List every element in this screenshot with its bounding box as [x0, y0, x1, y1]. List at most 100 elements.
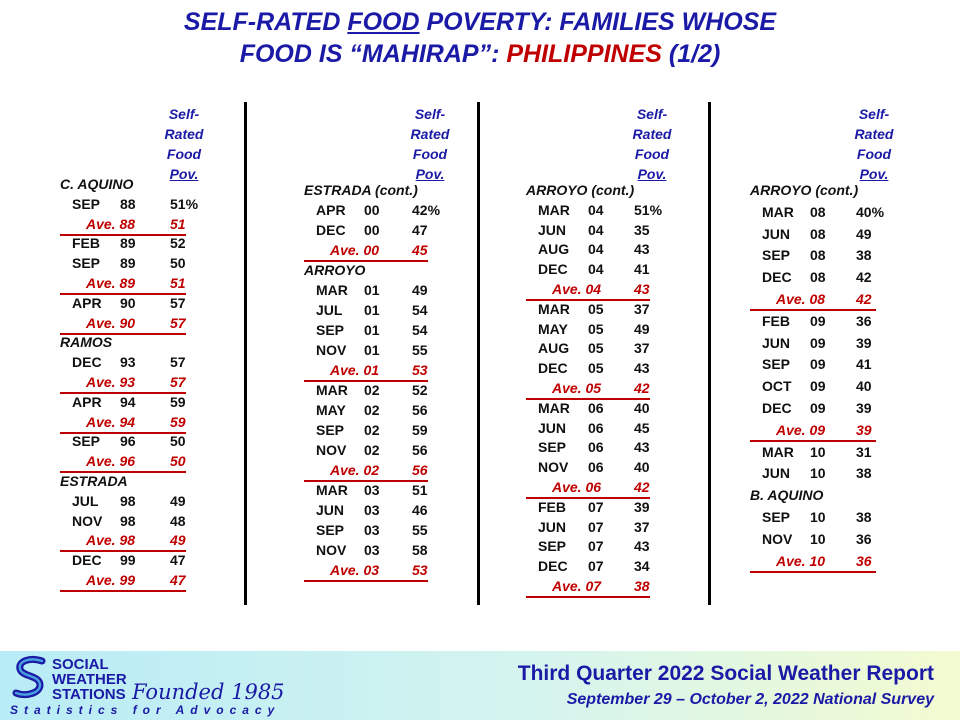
column-header-line: Self-: [858, 106, 890, 122]
survey-year: 07: [588, 518, 604, 535]
title-line-1: SELF-RATED FOOD POVERTY: FAMILIES WHOSE: [0, 6, 960, 38]
survey-year: 94: [120, 393, 136, 410]
survey-month: JUN: [316, 502, 345, 518]
survey-year: 09: [810, 334, 826, 351]
survey-month: SEP: [762, 509, 791, 525]
survey-year: 10: [810, 530, 826, 547]
survey-value: 51: [412, 482, 428, 498]
survey-year: 01: [364, 282, 380, 298]
average-value: 38: [634, 578, 650, 594]
logo-line: WEATHER: [52, 671, 127, 688]
survey-month: JUN: [538, 419, 567, 436]
survey-month: JUN: [538, 221, 567, 238]
survey-year: 09: [810, 356, 826, 373]
survey-year: 04: [588, 201, 604, 218]
survey-value: 43: [634, 360, 650, 377]
survey-month: AUG: [538, 340, 570, 357]
survey-month: JUN: [762, 334, 791, 351]
average-value: 53: [412, 362, 428, 378]
survey-value: 38: [856, 465, 872, 482]
average-value: 56: [412, 462, 428, 478]
column-header-line: Self-: [636, 106, 668, 122]
survey-year: 88: [120, 195, 136, 212]
sws-logo-icon: [12, 655, 46, 699]
annual-average-row: Ave. 98 49: [60, 532, 186, 553]
annual-average-row: Ave. 10 36: [750, 553, 876, 573]
survey-value: 49: [634, 320, 650, 337]
column-header-line: Pov.: [415, 166, 445, 182]
survey-value: 43: [634, 439, 650, 456]
survey-year: 10: [810, 509, 826, 525]
average-value: 51: [170, 215, 186, 232]
average-value: 53: [412, 562, 428, 578]
survey-value: 57: [170, 294, 186, 311]
column-divider: [708, 102, 711, 605]
survey-value: 38: [856, 247, 872, 264]
survey-year: 03: [364, 482, 380, 498]
survey-year: 89: [120, 235, 136, 252]
survey-year: 00: [364, 222, 380, 238]
average-label: Ave. 06: [552, 479, 602, 495]
survey-year: 09: [810, 400, 826, 416]
survey-value: 54: [412, 302, 428, 318]
survey-month: MAY: [538, 320, 568, 337]
average-value: 50: [170, 453, 186, 470]
average-value: 42: [856, 291, 872, 307]
column-header-line: Food: [166, 146, 202, 162]
annual-average-row: Ave. 02 56: [304, 462, 428, 482]
survey-year: 98: [120, 492, 136, 509]
column-header-line: Pov.: [859, 166, 889, 182]
average-label: Ave. 09: [776, 421, 826, 438]
survey-month: NOV: [316, 342, 347, 358]
column-header-line: Food: [412, 146, 448, 162]
survey-year: 03: [364, 522, 380, 538]
annual-average-row: Ave. 05 42: [526, 380, 650, 400]
average-label: Ave. 93: [86, 374, 136, 390]
survey-value: 47: [412, 222, 428, 238]
survey-month: JUN: [538, 518, 567, 535]
survey-year: 06: [588, 419, 604, 436]
survey-month: DEC: [538, 360, 568, 377]
survey-month: JUN: [762, 225, 791, 242]
survey-year: 08: [810, 247, 826, 264]
annual-average-row: Ave. 06 42: [526, 479, 650, 499]
survey-value: 58: [412, 542, 428, 558]
survey-year: 02: [364, 382, 380, 398]
annual-average-row: Ave. 88 51: [60, 216, 186, 236]
survey-year: 07: [588, 558, 604, 575]
survey-value: 39: [856, 334, 872, 351]
survey-year: 05: [588, 320, 604, 337]
survey-year: 98: [120, 512, 136, 529]
survey-value: 52: [412, 382, 428, 398]
column-header: Self- Rated Food Pov.: [154, 104, 214, 184]
survey-value: 37: [634, 518, 650, 535]
survey-month: MAR: [538, 300, 570, 317]
survey-month: SEP: [316, 522, 345, 538]
column-header: Self- Rated Food Pov.: [844, 104, 904, 184]
survey-value: 57: [170, 354, 186, 371]
survey-value: 49: [170, 492, 186, 509]
column-divider: [477, 102, 480, 605]
survey-year: 08: [810, 203, 826, 220]
survey-value: 56: [412, 402, 428, 418]
survey-value: 40%: [856, 203, 885, 220]
survey-month: DEC: [72, 552, 102, 569]
survey-year: 89: [120, 255, 136, 272]
survey-value: 40: [856, 378, 872, 395]
survey-year: 04: [588, 261, 604, 278]
administration-label: ESTRADA (cont.): [304, 182, 418, 198]
annual-average-row: Ave. 89 51: [60, 275, 186, 295]
survey-value: 41: [634, 261, 650, 278]
survey-month: DEC: [72, 354, 102, 371]
survey-month: FEB: [72, 235, 100, 252]
title-food-underlined: FOOD: [347, 8, 420, 36]
survey-month: SEP: [316, 322, 345, 338]
column-header-line: Rated: [410, 126, 450, 142]
annual-average-row: Ave. 00 45: [304, 242, 428, 262]
annual-average-row: Ave. 94 59: [60, 414, 186, 434]
survey-month: MAR: [762, 203, 794, 220]
survey-year: 09: [810, 378, 826, 395]
survey-value: 55: [412, 522, 428, 538]
survey-year: 04: [588, 221, 604, 238]
survey-year: 01: [364, 342, 380, 358]
